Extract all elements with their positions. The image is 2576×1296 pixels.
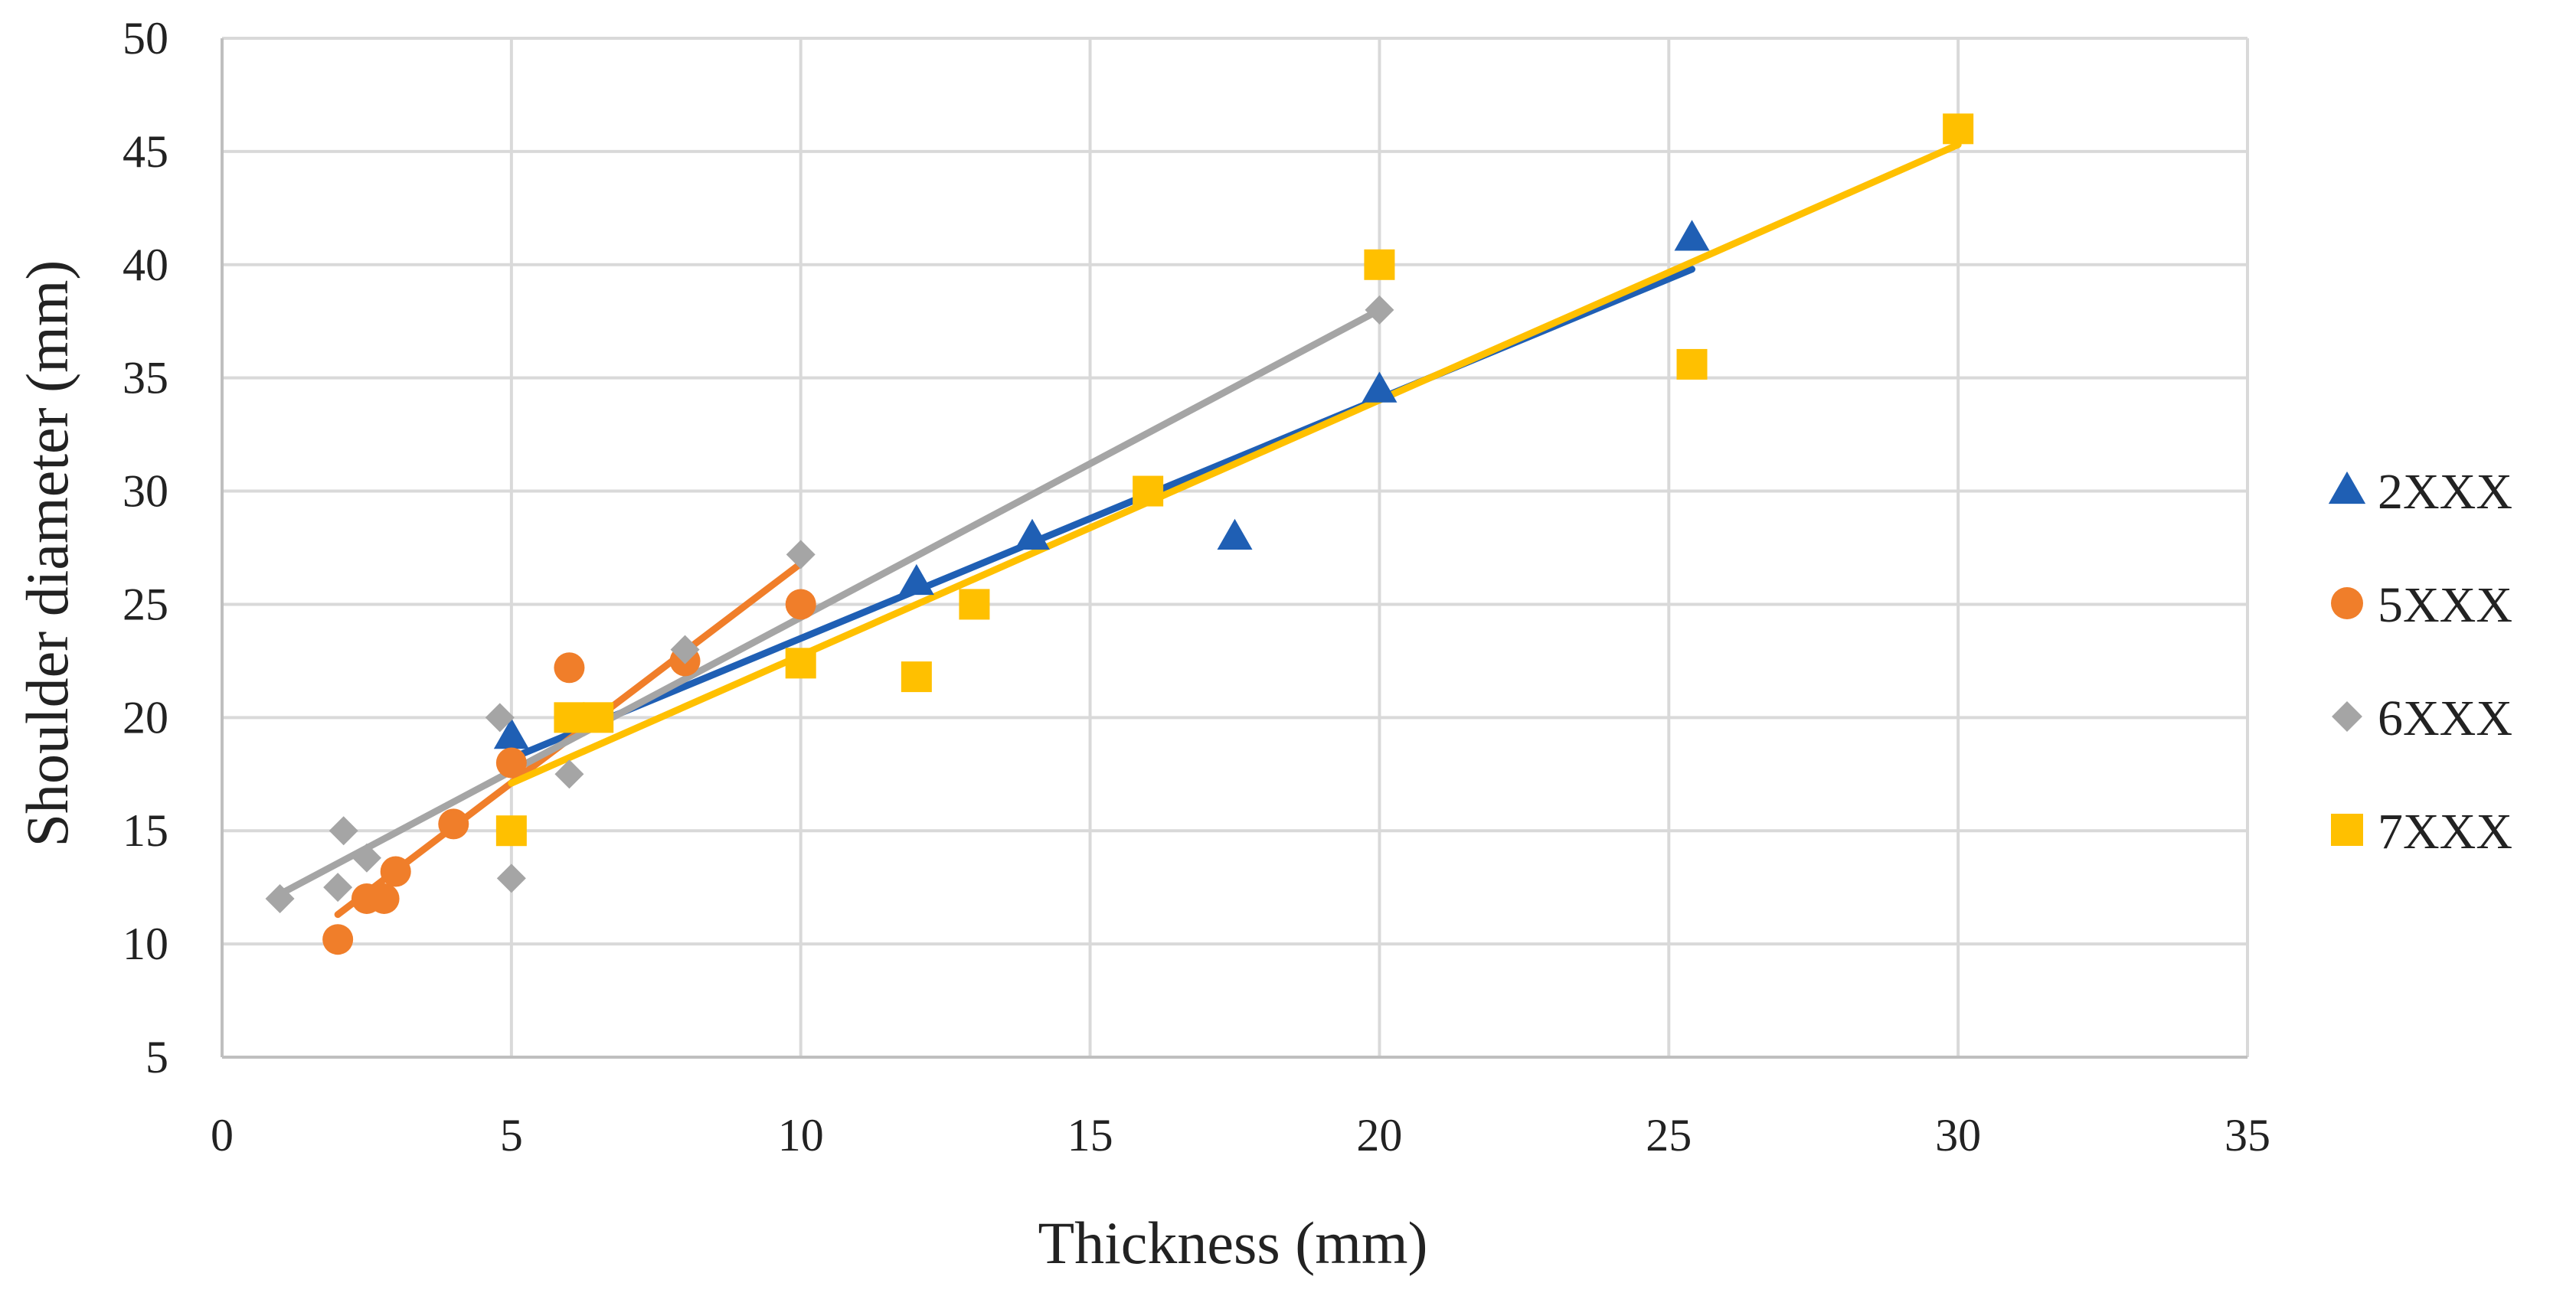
point-6xxx (265, 883, 295, 913)
x-tick-label: 0 (211, 1110, 234, 1161)
point-6xxx (1365, 295, 1394, 325)
point-5xxx (322, 924, 354, 955)
trendline-6xxx (276, 306, 1383, 898)
legend-marker-2xxx (2328, 471, 2366, 504)
y-tick-label: 35 (123, 353, 168, 403)
point-7xxx (1676, 348, 1708, 380)
legend-marker-6xxx (2332, 701, 2362, 732)
y-tick-label: 15 (123, 805, 168, 856)
legend: 2XXX 5XXX 6XXX 7XXX (2328, 464, 2512, 860)
point-5xxx (438, 808, 469, 840)
point-5xxx (495, 747, 527, 779)
trendlines (276, 141, 1962, 919)
y-tick-label: 25 (123, 579, 168, 629)
y-tick-label: 20 (123, 692, 168, 743)
point-5xxx (785, 589, 816, 620)
legend-label: 6XXX (2378, 690, 2512, 746)
x-tick-label: 25 (1646, 1110, 1692, 1161)
x-tick-label: 20 (1356, 1110, 1402, 1161)
point-2xxx (1217, 518, 1253, 550)
point-6xxx (786, 540, 816, 570)
y-tick-label: 50 (123, 13, 168, 64)
point-6xxx (329, 816, 358, 846)
point-5xxx (554, 652, 585, 684)
point-7xxx (554, 702, 585, 733)
point-5xxx (368, 883, 400, 914)
point-2xxx (1362, 371, 1398, 403)
legend-item-7xxx: 7XXX (2331, 804, 2512, 860)
x-axis-title: Thickness (mm) (1038, 1209, 1427, 1276)
point-7xxx (495, 815, 527, 847)
point-7xxx (583, 702, 614, 733)
point-6xxx (351, 843, 381, 873)
legend-marker-5xxx (2331, 587, 2363, 619)
y-tick-label: 40 (123, 240, 168, 290)
x-tick-label: 15 (1067, 1110, 1113, 1161)
x-tick-label: 10 (778, 1110, 824, 1161)
x-tick-label: 5 (500, 1110, 523, 1161)
point-6xxx (670, 635, 700, 664)
data-points (265, 113, 1974, 955)
y-tick-label: 45 (123, 126, 168, 177)
legend-item-5xxx: 5XXX (2331, 577, 2512, 633)
x-tick-label: 30 (1935, 1110, 1981, 1161)
y-tick-label: 5 (145, 1032, 168, 1082)
gridlines (222, 37, 2249, 1057)
point-6xxx (496, 863, 526, 893)
legend-label: 7XXX (2378, 804, 2512, 860)
trendline-7xxx (508, 141, 1962, 787)
point-7xxx (785, 648, 816, 679)
legend-item-6xxx: 6XXX (2332, 690, 2512, 746)
legend-marker-7xxx (2331, 814, 2363, 846)
point-7xxx (1943, 113, 1974, 145)
point-6xxx (485, 703, 515, 733)
point-5xxx (380, 856, 411, 887)
y-tick-label: 30 (123, 466, 168, 517)
legend-label: 2XXX (2378, 464, 2512, 520)
point-7xxx (901, 661, 932, 693)
point-7xxx (959, 589, 990, 620)
axes (221, 38, 2247, 1059)
legend-item-2xxx: 2XXX (2328, 464, 2512, 520)
y-axis-title: Shoulder diameter (mm) (14, 260, 80, 847)
point-7xxx (1133, 475, 1164, 507)
point-7xxx (1364, 249, 1395, 280)
x-tick-label: 35 (2225, 1110, 2270, 1161)
point-2xxx (1674, 220, 1710, 251)
point-2xxx (898, 563, 934, 596)
point-6xxx (323, 873, 353, 903)
point-2xxx (493, 717, 529, 749)
legend-label: 5XXX (2378, 577, 2512, 633)
y-tick-label: 10 (123, 919, 168, 969)
point-2xxx (1015, 518, 1050, 550)
point-6xxx (554, 759, 584, 789)
